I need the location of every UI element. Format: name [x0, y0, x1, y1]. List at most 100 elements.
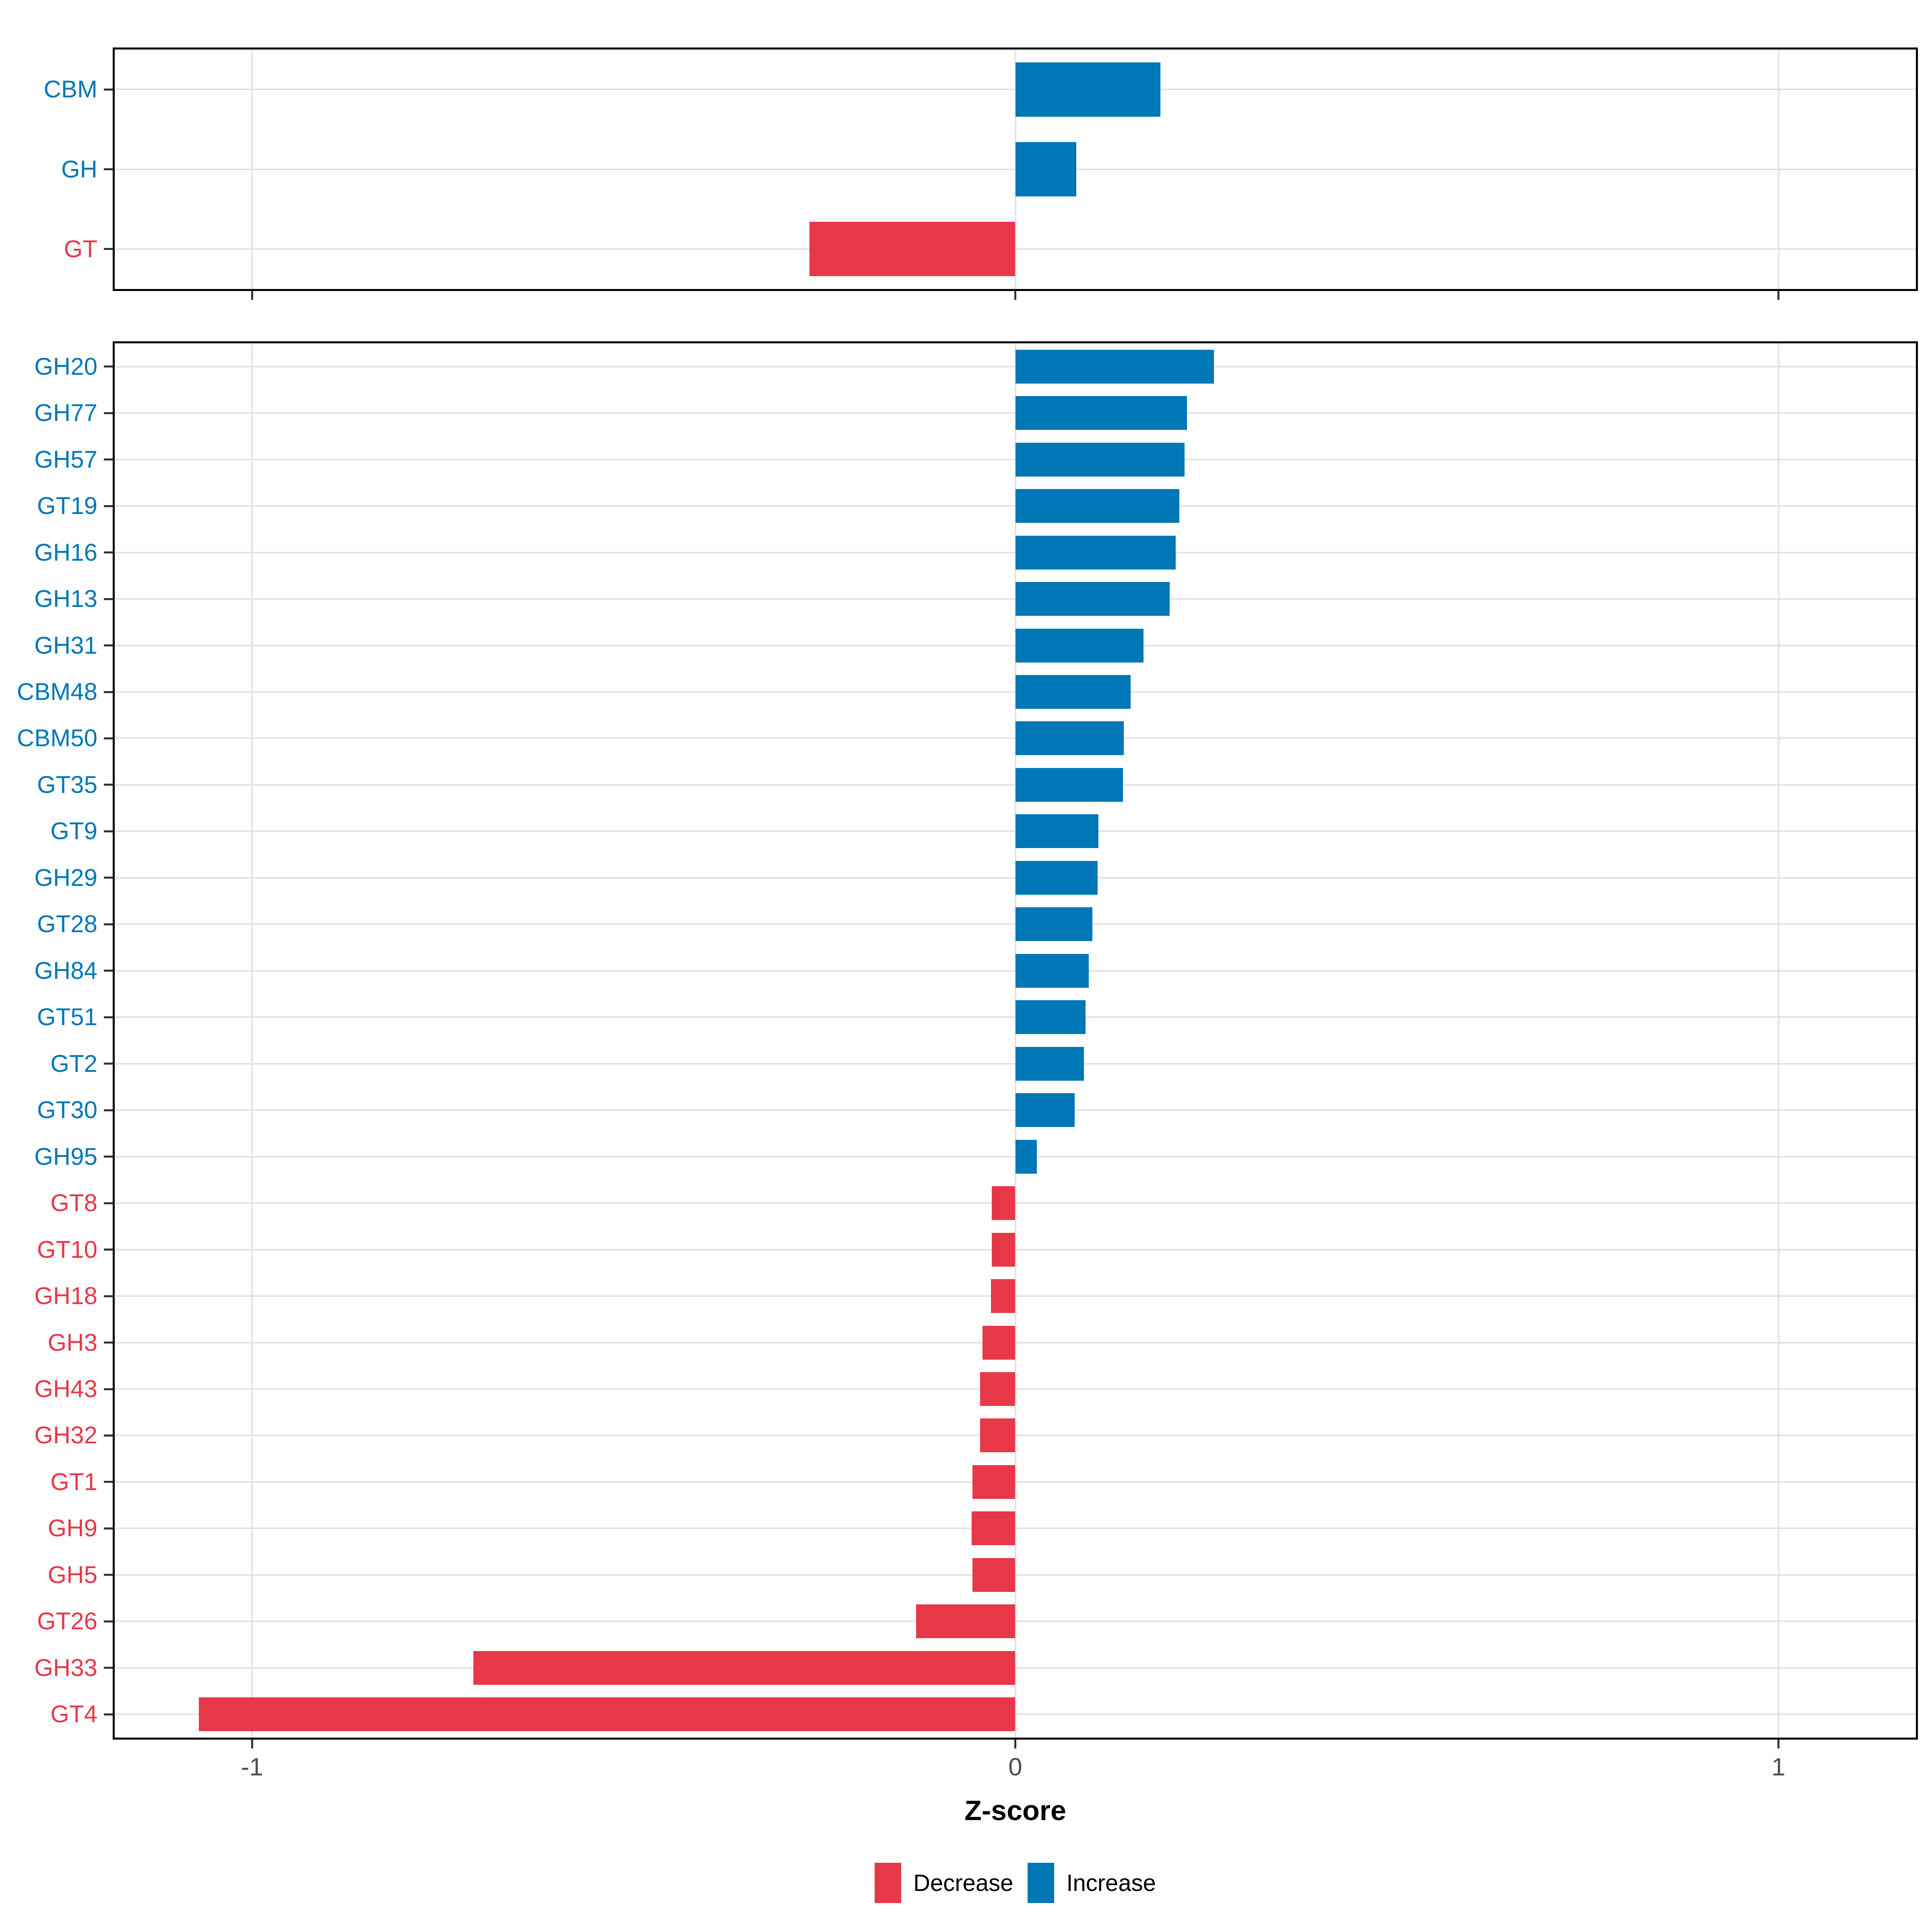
bar-GH20 [1015, 349, 1214, 384]
x-tick-top-1 [1777, 291, 1780, 300]
y-tick-GH9 [104, 1527, 113, 1530]
y-tick-GT26 [104, 1620, 113, 1622]
h-gridline-GT [115, 248, 1916, 250]
h-gridline-GH32 [115, 1435, 1916, 1437]
category-label-GH32: GH32 [34, 1422, 97, 1449]
y-tick-CBM48 [104, 691, 113, 693]
bar-GH95 [1015, 1139, 1037, 1174]
y-tick-GT19 [104, 505, 113, 507]
bar-GH84 [1015, 954, 1089, 988]
x-tick-label-0: 0 [1008, 1753, 1022, 1781]
legend-item-increase: Increase [1028, 1863, 1156, 1903]
category-label-GH5: GH5 [47, 1561, 97, 1588]
bar-CBM50 [1015, 721, 1124, 755]
category-label-GT8: GT8 [50, 1189, 97, 1217]
legend-swatch-increase-icon [1028, 1863, 1055, 1903]
y-tick-GT2 [104, 1063, 113, 1065]
category-label-CBM48: CBM48 [17, 678, 97, 705]
category-label-GT2: GT2 [50, 1050, 97, 1077]
x-tick-top--1 [251, 291, 253, 300]
bar-GH33 [473, 1651, 1016, 1685]
category-label-GT1: GT1 [50, 1468, 97, 1495]
v-gridline-bottom--1 [251, 343, 253, 1738]
x-tick-top-0 [1014, 291, 1016, 300]
legend-swatch-decrease-icon [875, 1863, 902, 1903]
h-gridline-GT1 [115, 1481, 1916, 1483]
category-label-GT4: GT4 [50, 1701, 97, 1728]
category-label-GT9: GT9 [50, 817, 97, 845]
bar-GT1 [972, 1465, 1016, 1499]
v-gridline-bottom-0 [1014, 343, 1016, 1738]
bar-GH77 [1015, 396, 1187, 430]
category-label-GT51: GT51 [37, 1003, 97, 1031]
bar-GT26 [916, 1604, 1016, 1639]
category-label-GH9: GH9 [47, 1515, 97, 1542]
y-tick-GH [104, 168, 113, 170]
legend-label-increase: Increase [1066, 1870, 1156, 1896]
y-tick-GT30 [104, 1109, 113, 1111]
bar-GH3 [982, 1325, 1016, 1360]
bar-GT28 [1015, 907, 1092, 941]
bar-GT8 [991, 1186, 1016, 1220]
y-tick-GH3 [104, 1342, 113, 1344]
h-gridline-GT8 [115, 1202, 1916, 1204]
y-tick-CBM50 [104, 737, 113, 739]
category-label-GT10: GT10 [37, 1236, 97, 1263]
bar-GH32 [980, 1418, 1016, 1453]
y-tick-GH31 [104, 644, 113, 647]
bar-GT [809, 222, 1016, 277]
category-label-GH16: GH16 [34, 539, 97, 566]
y-tick-GH57 [104, 458, 113, 461]
y-tick-GT35 [104, 784, 113, 786]
x-tick-label--1: -1 [241, 1753, 263, 1781]
category-label-GH29: GH29 [34, 864, 97, 891]
x-tick-bottom-1 [1777, 1740, 1780, 1748]
h-gridline-GH18 [115, 1295, 1916, 1297]
bar-GH43 [980, 1372, 1016, 1406]
category-label-GH84: GH84 [34, 957, 97, 984]
y-tick-GT8 [104, 1202, 113, 1204]
y-tick-GH32 [104, 1434, 113, 1437]
h-gridline-GH33 [115, 1667, 1916, 1669]
category-label-GH33: GH33 [34, 1654, 97, 1681]
x-tick-bottom-0 [1014, 1740, 1016, 1748]
category-label-GH3: GH3 [47, 1329, 97, 1356]
y-tick-GH33 [104, 1667, 113, 1669]
y-tick-CBM [104, 88, 113, 91]
y-tick-GH13 [104, 598, 113, 600]
bar-GH [1015, 142, 1077, 196]
h-gridline-GH5 [115, 1574, 1916, 1576]
v-gridline-bottom-1 [1777, 343, 1779, 1738]
category-label-GT35: GT35 [37, 771, 97, 798]
legend-label-decrease: Decrease [913, 1870, 1013, 1896]
category-label-GH: GH [61, 155, 97, 183]
y-tick-GH18 [104, 1295, 113, 1297]
x-tick-label-1: 1 [1771, 1753, 1785, 1781]
h-gridline-GT26 [115, 1620, 1916, 1622]
y-tick-GT1 [104, 1481, 113, 1483]
category-label-GH95: GH95 [34, 1143, 97, 1170]
category-label-GT30: GT30 [37, 1096, 97, 1124]
bar-GT35 [1015, 768, 1123, 802]
category-label-GH13: GH13 [34, 585, 97, 613]
bar-GH16 [1015, 535, 1176, 570]
bar-GH29 [1015, 861, 1098, 895]
category-label-GH77: GH77 [34, 399, 97, 427]
category-label-GH57: GH57 [34, 446, 97, 473]
bar-CBM [1015, 62, 1160, 117]
y-tick-GH20 [104, 365, 113, 368]
y-tick-GT51 [104, 1016, 113, 1018]
bar-GH18 [991, 1279, 1016, 1313]
bottom-panel [113, 341, 1918, 1740]
category-label-CBM: CBM [43, 76, 97, 103]
bar-GT19 [1015, 489, 1180, 523]
bar-GH9 [972, 1511, 1016, 1546]
y-tick-GH84 [104, 970, 113, 972]
y-tick-GH77 [104, 412, 113, 414]
h-gridline-GH3 [115, 1342, 1916, 1344]
y-tick-GT [104, 248, 113, 250]
x-axis-title: Z-score [964, 1795, 1066, 1826]
h-gridline-GT10 [115, 1249, 1916, 1251]
category-label-GT19: GT19 [37, 492, 97, 520]
